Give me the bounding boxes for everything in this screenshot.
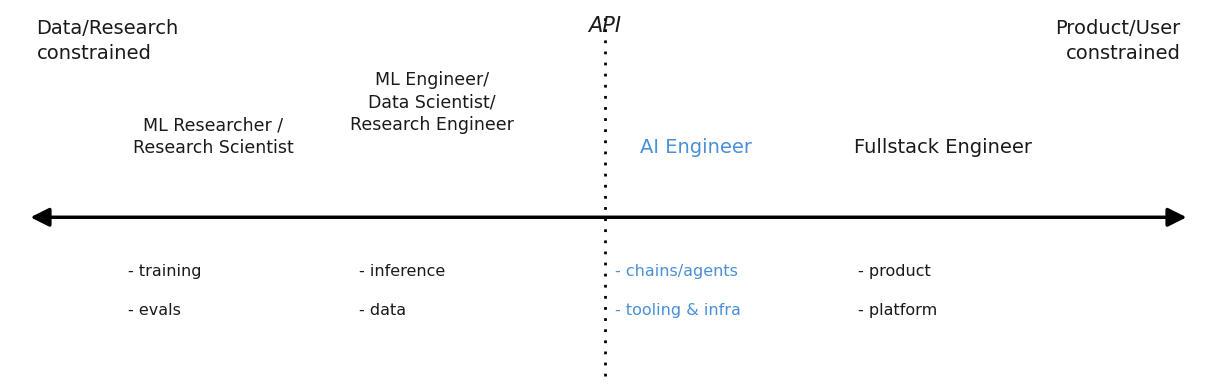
Text: - data: - data [359,303,406,318]
Text: ML Researcher /
Research Scientist: ML Researcher / Research Scientist [133,117,293,157]
Text: Fullstack Engineer: Fullstack Engineer [854,138,1032,157]
Text: - tooling & infra: - tooling & infra [615,303,740,318]
Text: - chains/agents: - chains/agents [615,264,738,279]
Text: - evals: - evals [128,303,180,318]
Text: - training: - training [128,264,201,279]
Text: API: API [588,16,622,36]
Text: - product: - product [858,264,931,279]
Text: AI Engineer: AI Engineer [640,138,752,157]
Text: Data/Research
constrained: Data/Research constrained [37,19,179,63]
Text: - platform: - platform [858,303,937,318]
Text: ML Engineer/
Data Scientist/
Research Engineer: ML Engineer/ Data Scientist/ Research En… [350,71,514,134]
Text: Product/User
constrained: Product/User constrained [1055,19,1180,63]
Text: - inference: - inference [359,264,445,279]
